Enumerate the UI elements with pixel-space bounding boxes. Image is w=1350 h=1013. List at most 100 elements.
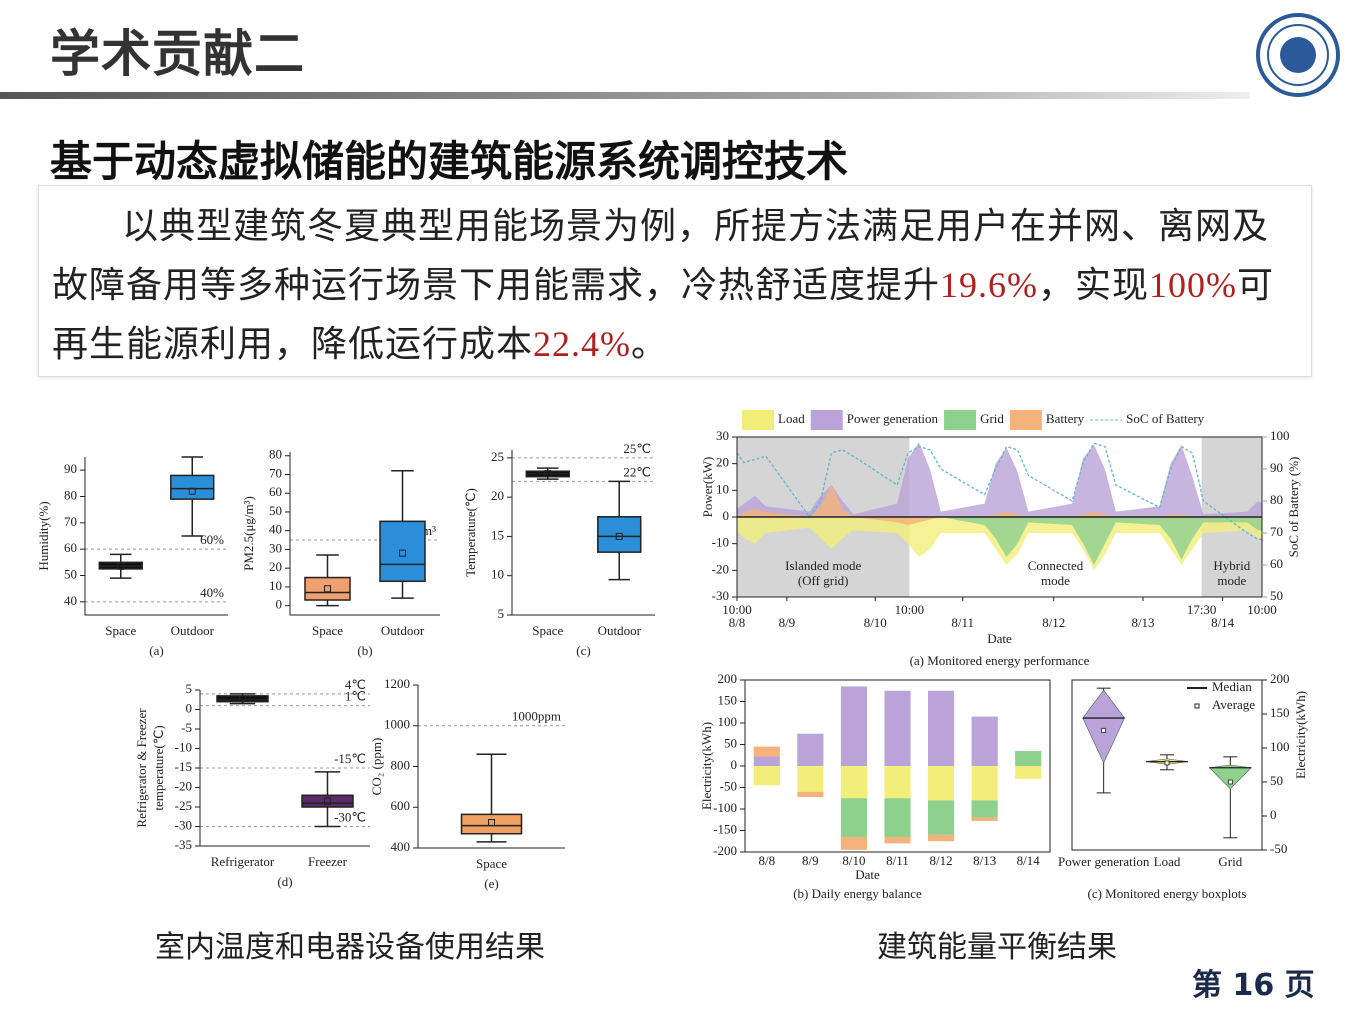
bar-segment xyxy=(884,836,911,844)
highlight: 100% xyxy=(1149,265,1238,305)
tick-label: 10 xyxy=(491,567,504,582)
bar-segment xyxy=(797,733,824,766)
sublabel: (c) xyxy=(576,643,590,658)
tick-label: 0 xyxy=(1270,807,1277,822)
category-label: Space xyxy=(105,623,136,638)
axis-label: Date xyxy=(855,867,880,882)
reference-label: 25℃ xyxy=(623,441,651,456)
bar-segment xyxy=(840,798,867,837)
legend-label: Load xyxy=(778,411,805,426)
tick-label: 90 xyxy=(1270,460,1283,475)
tick-label: 20 xyxy=(491,488,504,503)
bar-segment xyxy=(928,834,955,842)
page-text: 16 xyxy=(1232,968,1275,1003)
legend-label: Average xyxy=(1212,697,1255,712)
tick-label: 10 xyxy=(269,578,282,593)
reference-label: 40% xyxy=(200,585,224,600)
bar-segment xyxy=(928,800,955,835)
category-label: Load xyxy=(1154,854,1181,869)
tick-label: 200 xyxy=(718,671,738,686)
mean xyxy=(1164,760,1170,766)
page-number: 第 16 页 xyxy=(1192,960,1315,1004)
tick-label: 100 xyxy=(718,714,738,729)
category-label: 8/9 xyxy=(802,853,819,868)
page-text: 第 xyxy=(1192,968,1222,1003)
category-label: Grid xyxy=(1218,854,1242,869)
logo-core xyxy=(1280,37,1316,73)
mode-label: mode xyxy=(1041,573,1070,588)
tick-label: 50 xyxy=(269,503,282,518)
mean xyxy=(615,532,623,540)
tick-label: 25 xyxy=(491,449,504,464)
caption: (c) Monitored energy boxplots xyxy=(1088,886,1247,901)
box xyxy=(170,474,215,500)
legend-label: Grid xyxy=(980,411,1004,426)
reference-label: 22℃ xyxy=(623,464,651,479)
tick-label: 80 xyxy=(269,447,282,462)
mean xyxy=(117,562,125,570)
category-label: 8/14 xyxy=(1017,853,1041,868)
bar-segment xyxy=(928,766,955,801)
tick-label: 0 xyxy=(186,700,193,715)
caption: 建筑能量平衡结果 xyxy=(877,930,1117,965)
bar-segment xyxy=(1015,750,1042,766)
summary-text: 。 xyxy=(631,324,669,365)
category-label: Space xyxy=(312,623,343,638)
reference-label: -15℃ xyxy=(334,751,366,766)
mean xyxy=(1227,779,1233,785)
axis-label: Date xyxy=(987,631,1012,646)
reference-label: 1000ppm xyxy=(512,709,561,724)
tick-label: 60 xyxy=(269,484,282,499)
tick-label: 8/11 xyxy=(951,615,974,630)
tick-label: 0 xyxy=(276,597,283,612)
tick-label: -20 xyxy=(712,561,729,576)
summary-text: 以典型建筑冬夏典型用能场景为例，所提方法满足用户在并网、离网及故障备用等多种运行… xyxy=(52,206,1270,306)
bar-segment xyxy=(884,798,911,837)
tick-label: 10 xyxy=(716,481,729,496)
page-text: 页 xyxy=(1284,968,1315,1003)
tick-label: 5 xyxy=(498,606,505,621)
category-label: 8/11 xyxy=(886,853,909,868)
tick-label: 20 xyxy=(716,455,729,470)
tick-label: 20 xyxy=(269,559,282,574)
mode-label: Connected xyxy=(1028,558,1084,573)
tick-label: -25 xyxy=(175,798,192,813)
tick-label: 0 xyxy=(731,757,738,772)
tick-label: 17:30 xyxy=(1187,602,1217,617)
tick-label: -10 xyxy=(712,535,729,550)
legend-label: Power generation xyxy=(847,411,939,426)
tick-label: 40 xyxy=(64,593,77,608)
caption: 室内温度和电器设备使用结果 xyxy=(155,930,545,965)
axis-frame xyxy=(289,452,440,616)
tick-label: 80 xyxy=(64,487,77,502)
box xyxy=(216,695,269,703)
mode-label: Islanded mode xyxy=(785,558,861,573)
legend-swatch xyxy=(1009,410,1042,430)
mode-label: (Off grid) xyxy=(798,573,849,588)
bar-segment xyxy=(797,766,824,792)
bar-segment xyxy=(840,836,867,850)
category-label: Outdoor xyxy=(171,623,215,638)
tick-label: -35 xyxy=(175,837,192,852)
tick-label: 8/13 xyxy=(1131,615,1154,630)
category-label: Outdoor xyxy=(381,623,425,638)
axis-label: Power(kW) xyxy=(700,457,715,518)
tick-label: 10:00 xyxy=(895,602,925,617)
tick-label: 800 xyxy=(391,757,411,772)
legend-label: SoC of Battery xyxy=(1126,411,1204,426)
tick-label: 5 xyxy=(186,681,193,696)
tick-label: -30 xyxy=(175,817,192,832)
sublabel: (a) xyxy=(149,643,163,658)
bar-segment xyxy=(1015,766,1042,779)
legend-swatch xyxy=(742,410,774,430)
caption: (a) Monitored energy performance xyxy=(910,653,1090,668)
axis-frame xyxy=(84,457,228,616)
tick-label: 50 xyxy=(64,566,77,581)
tick-label: 70 xyxy=(269,465,282,480)
mean xyxy=(488,819,495,827)
tick-label: 50 xyxy=(724,735,737,750)
tick-label: 400 xyxy=(391,839,411,854)
legend-swatch xyxy=(944,410,977,430)
tick-label: 50 xyxy=(1270,773,1283,788)
